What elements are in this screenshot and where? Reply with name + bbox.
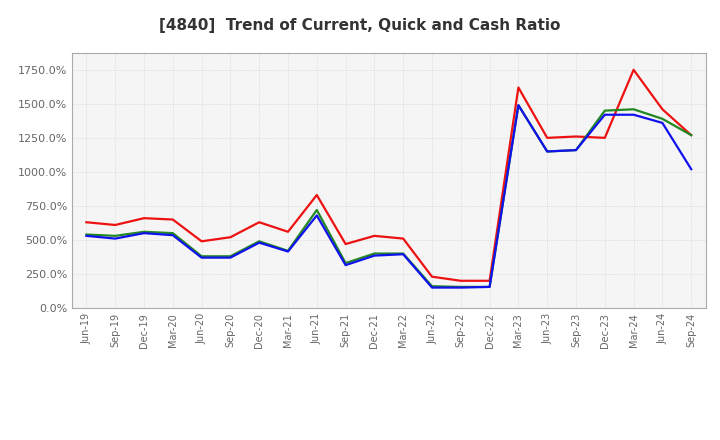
Quick Ratio [658,116,667,121]
Cash Ratio [82,233,91,238]
Current Ratio [600,135,609,140]
Cash Ratio [600,112,609,117]
Cash Ratio [140,231,148,236]
Quick Ratio [370,251,379,256]
Quick Ratio [284,248,292,253]
Current Ratio [658,106,667,112]
Current Ratio [255,220,264,225]
Current Ratio [687,132,696,138]
Current Ratio [514,85,523,90]
Current Ratio [456,278,465,283]
Cash Ratio [514,103,523,108]
Current Ratio [168,217,177,222]
Quick Ratio [428,284,436,289]
Quick Ratio [629,106,638,112]
Quick Ratio [226,253,235,259]
Quick Ratio [485,284,494,290]
Current Ratio [284,229,292,235]
Current Ratio [140,216,148,221]
Current Ratio [312,192,321,198]
Cash Ratio [629,112,638,117]
Cash Ratio [255,240,264,246]
Cash Ratio [370,253,379,258]
Quick Ratio [687,132,696,138]
Quick Ratio [543,149,552,154]
Cash Ratio [658,120,667,125]
Current Ratio [341,242,350,247]
Cash Ratio [168,233,177,238]
Current Ratio [226,235,235,240]
Current Ratio [485,278,494,283]
Cash Ratio [456,285,465,290]
Current Ratio [197,238,206,244]
Quick Ratio [399,251,408,256]
Cash Ratio [485,284,494,290]
Quick Ratio [111,233,120,238]
Quick Ratio [82,232,91,237]
Cash Ratio [312,213,321,218]
Cash Ratio [226,255,235,260]
Quick Ratio [197,253,206,259]
Current Ratio [370,233,379,238]
Cash Ratio [687,166,696,172]
Line: Current Ratio: Current Ratio [86,70,691,281]
Quick Ratio [514,103,523,108]
Cash Ratio [341,263,350,268]
Quick Ratio [255,238,264,244]
Quick Ratio [140,229,148,235]
Cash Ratio [428,285,436,290]
Line: Quick Ratio: Quick Ratio [86,105,691,287]
Current Ratio [428,274,436,279]
Cash Ratio [543,149,552,154]
Current Ratio [572,134,580,139]
Current Ratio [629,67,638,73]
Cash Ratio [572,147,580,153]
Cash Ratio [399,252,408,257]
Quick Ratio [572,147,580,153]
Current Ratio [111,222,120,227]
Current Ratio [399,236,408,241]
Quick Ratio [456,284,465,290]
Current Ratio [543,135,552,140]
Line: Cash Ratio: Cash Ratio [86,105,691,288]
Text: [4840]  Trend of Current, Quick and Cash Ratio: [4840] Trend of Current, Quick and Cash … [159,18,561,33]
Cash Ratio [197,255,206,260]
Quick Ratio [341,260,350,266]
Cash Ratio [111,236,120,241]
Quick Ratio [312,207,321,213]
Quick Ratio [168,231,177,236]
Cash Ratio [284,249,292,254]
Current Ratio [82,220,91,225]
Quick Ratio [600,108,609,113]
